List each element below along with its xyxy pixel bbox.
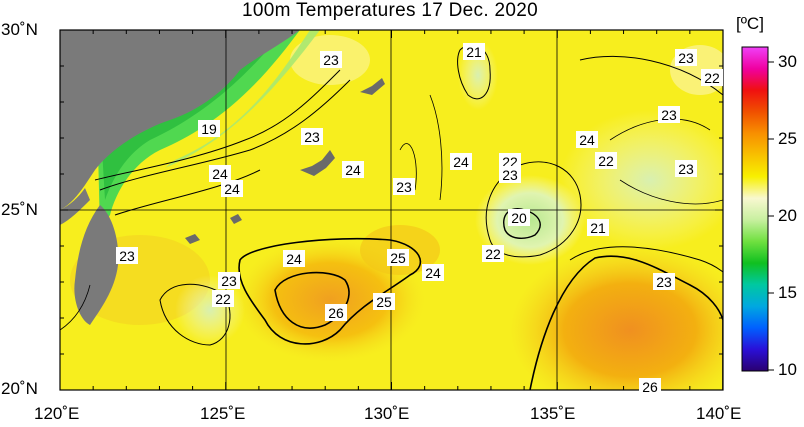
contour-label-text: 23 (656, 274, 672, 290)
temperature-field (60, 30, 723, 390)
contour-label-text: 21 (466, 44, 482, 60)
colorbar-label-20: 20 (778, 206, 797, 225)
contour-label: 25 (387, 249, 409, 266)
contour-label: 24 (576, 131, 598, 148)
contour-label-text: 24 (345, 162, 361, 178)
contour-label: 22 (482, 245, 504, 262)
colorbar-label-15: 15 (778, 283, 797, 302)
lon-label-125e: 125˚E (200, 404, 246, 423)
contour-label-text: 24 (425, 265, 441, 281)
taiwan (74, 205, 119, 325)
contour-label: 24 (342, 161, 364, 178)
colorbar-ticks (768, 61, 774, 371)
lat-label-20n: 20˚N (1, 379, 38, 398)
contour-label: 23 (499, 166, 521, 183)
contour-label: 24 (450, 153, 472, 170)
contour-label: 24 (209, 165, 231, 182)
contour-label-text: 24 (224, 181, 240, 197)
contour-label-text: 20 (511, 210, 527, 226)
contour-label-text: 23 (304, 129, 320, 145)
contour-label: 23 (218, 272, 240, 289)
contour-label: 23 (393, 178, 415, 195)
colorbar (741, 46, 769, 372)
contour-label-text: 22 (598, 153, 614, 169)
contour-label: 23 (675, 49, 697, 66)
contour-label: 19 (198, 120, 220, 137)
colorbar-label-30: 30 (778, 52, 797, 71)
contour-label: 22 (701, 69, 723, 86)
contour-label-text: 21 (590, 220, 606, 236)
contour-label: 24 (422, 264, 444, 281)
contour-label: 25 (373, 293, 395, 310)
contour-label-text: 23 (661, 107, 677, 123)
contour-label-text: 23 (678, 50, 694, 66)
contour-label-text: 23 (502, 167, 518, 183)
contour-label: 24 (221, 180, 243, 197)
contour-label: 22 (595, 152, 617, 169)
contour-label-text: 19 (201, 121, 217, 137)
lat-label-25n: 25˚N (1, 200, 38, 219)
contour-label: 21 (463, 43, 485, 60)
graticule (60, 30, 723, 390)
contour-label: 20 (508, 209, 530, 226)
china-coast (60, 30, 300, 210)
contour-label-text: 22 (215, 291, 231, 307)
contour-label-text: 24 (579, 132, 595, 148)
contour-label-text: 24 (453, 154, 469, 170)
lon-label-120e: 120˚E (34, 404, 80, 423)
lon-label-135e: 135˚E (530, 404, 576, 423)
contour-label: 22 (212, 290, 234, 307)
contour-label: 26 (325, 304, 347, 321)
lat-label-30n: 30˚N (1, 20, 38, 39)
contour-label: 23 (658, 106, 680, 123)
contour-label: 23 (320, 51, 342, 68)
contour-label-text: 25 (376, 294, 392, 310)
colorbar-label-10: 10 (778, 360, 797, 379)
contour-label-text: 22 (704, 70, 720, 86)
lon-label-130e: 130˚E (364, 404, 410, 423)
contour-label-text: 23 (323, 52, 339, 68)
cool-region-east (560, 110, 723, 250)
contour-label-text: 25 (390, 250, 406, 266)
contour-label: 23 (301, 128, 323, 145)
contour-label: 23 (653, 273, 675, 290)
contour-label-text: 26 (642, 379, 658, 395)
contour-label: 21 (587, 219, 609, 236)
map-title: 100m Temperatures 17 Dec. 2020 (242, 0, 538, 21)
contour-label-text: 23 (221, 273, 237, 289)
lon-label-140e: 140˚E (696, 404, 742, 423)
contour-label-text: 23 (119, 248, 135, 264)
contour-label: 23 (116, 247, 138, 264)
contour-label: 26 (639, 378, 661, 395)
contour-label-text: 26 (328, 305, 344, 321)
colorbar-label-25: 25 (778, 129, 797, 148)
colorbar-unit: [ºC] (736, 14, 764, 33)
contour-label-text: 23 (678, 161, 694, 177)
contour-label: 24 (283, 250, 305, 267)
contour-label-text: 24 (212, 166, 228, 182)
contour-label-text: 23 (396, 179, 412, 195)
contour-label-text: 24 (286, 251, 302, 267)
contour-label-text: 22 (485, 246, 501, 262)
contour-label: 23 (675, 160, 697, 177)
